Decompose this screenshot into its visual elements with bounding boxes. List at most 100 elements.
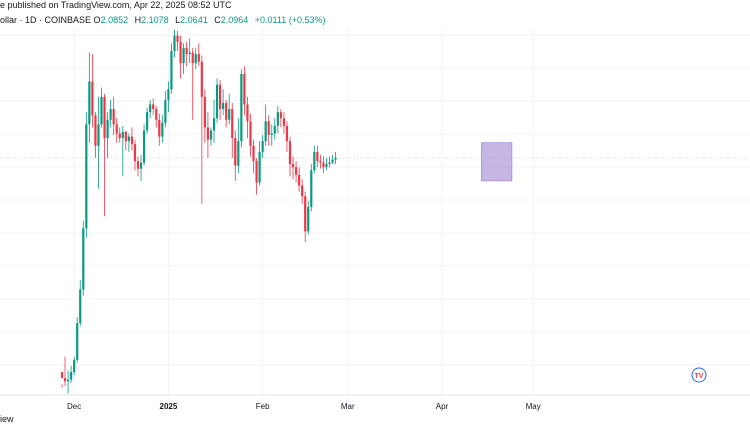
candle-body xyxy=(200,61,203,97)
candle-body xyxy=(66,379,70,382)
candle-body xyxy=(155,109,158,120)
candle xyxy=(142,124,146,166)
candle xyxy=(146,107,149,134)
candle-body xyxy=(139,162,143,169)
candle xyxy=(91,53,94,128)
candle-body xyxy=(304,196,307,232)
candle xyxy=(307,200,310,235)
candle xyxy=(328,156,331,168)
candle xyxy=(313,145,316,174)
candle xyxy=(331,154,334,165)
candle xyxy=(267,115,270,146)
candle xyxy=(252,139,255,174)
candle xyxy=(255,157,258,195)
candle xyxy=(133,139,137,171)
candle xyxy=(270,124,273,146)
footer-text: iew xyxy=(0,414,14,424)
candle xyxy=(319,154,322,169)
candle-body xyxy=(79,289,82,324)
candle-body xyxy=(212,118,216,131)
high-value: 2.1078 xyxy=(141,15,169,25)
x-tick-label: Dec xyxy=(67,402,81,411)
candle-body xyxy=(279,112,282,119)
candle-body xyxy=(261,141,264,152)
candle-body xyxy=(249,121,252,146)
close-value: 2.0964 xyxy=(220,15,249,25)
candle xyxy=(276,105,279,134)
chart-grid xyxy=(0,28,750,395)
candle xyxy=(106,112,109,158)
candle xyxy=(203,89,206,143)
candle-body xyxy=(63,378,67,382)
candle-body xyxy=(179,41,182,64)
candle-body xyxy=(158,119,161,137)
candle xyxy=(285,121,289,152)
candle-body xyxy=(109,109,112,120)
x-tick-label: 2025 xyxy=(160,402,178,411)
candle-body xyxy=(76,323,79,360)
candle-body xyxy=(301,185,304,197)
candle xyxy=(246,96,249,139)
candle-body xyxy=(188,52,191,54)
candle-body xyxy=(164,99,167,123)
change-value: +0.0111 (+0.53%) xyxy=(254,15,326,25)
candle-body xyxy=(146,112,149,131)
candle-body xyxy=(118,133,121,139)
candle-body xyxy=(127,136,130,142)
candle-body xyxy=(264,121,267,142)
candle-body xyxy=(234,138,237,166)
candle xyxy=(139,154,143,181)
candle xyxy=(222,89,225,116)
tradingview-logo-icon[interactable]: TV xyxy=(691,367,707,383)
candle-body xyxy=(218,84,222,110)
candle xyxy=(161,115,164,143)
candle xyxy=(63,356,67,386)
candle-body xyxy=(258,151,261,183)
candle xyxy=(282,112,286,134)
candle-body xyxy=(294,167,298,175)
candle xyxy=(66,370,70,394)
open-value: 2.0852 xyxy=(100,15,129,25)
candle-body xyxy=(97,124,100,146)
candle-body xyxy=(270,133,273,136)
candle xyxy=(197,43,200,67)
candle-body xyxy=(167,89,170,100)
candle xyxy=(298,167,301,192)
candle xyxy=(194,47,197,70)
candle xyxy=(88,52,91,143)
candle xyxy=(209,127,213,146)
candle-body xyxy=(276,112,279,126)
candle-body xyxy=(285,125,289,142)
consolidation-box-layer xyxy=(481,142,513,182)
candle xyxy=(301,179,304,204)
candle xyxy=(155,105,158,128)
candle-body xyxy=(331,159,334,163)
candle xyxy=(191,47,194,120)
candle xyxy=(206,112,210,158)
candle-body xyxy=(307,206,310,232)
candle xyxy=(240,69,243,148)
candle-body xyxy=(328,162,331,165)
candle-body xyxy=(267,121,270,136)
symbol-ohlc-line: ollar · 1D · COINBASE O2.0852 H2.1078 L2… xyxy=(0,15,325,25)
candle-body xyxy=(130,136,134,145)
candle-body xyxy=(310,170,313,207)
candle-body xyxy=(124,131,127,142)
candle-body xyxy=(240,73,243,142)
candle-body xyxy=(60,372,64,379)
candle-body xyxy=(191,52,194,64)
candle xyxy=(179,35,182,79)
candle xyxy=(118,127,121,143)
candle-body xyxy=(115,124,118,134)
candle-body xyxy=(322,162,325,168)
candle-body xyxy=(133,144,137,162)
candle-body xyxy=(203,96,206,128)
candle-body xyxy=(231,109,234,139)
candle xyxy=(231,102,234,158)
candle-body xyxy=(334,157,337,160)
candle-body xyxy=(225,102,228,120)
candle xyxy=(60,372,64,388)
candle xyxy=(130,127,134,151)
candle xyxy=(243,66,246,116)
